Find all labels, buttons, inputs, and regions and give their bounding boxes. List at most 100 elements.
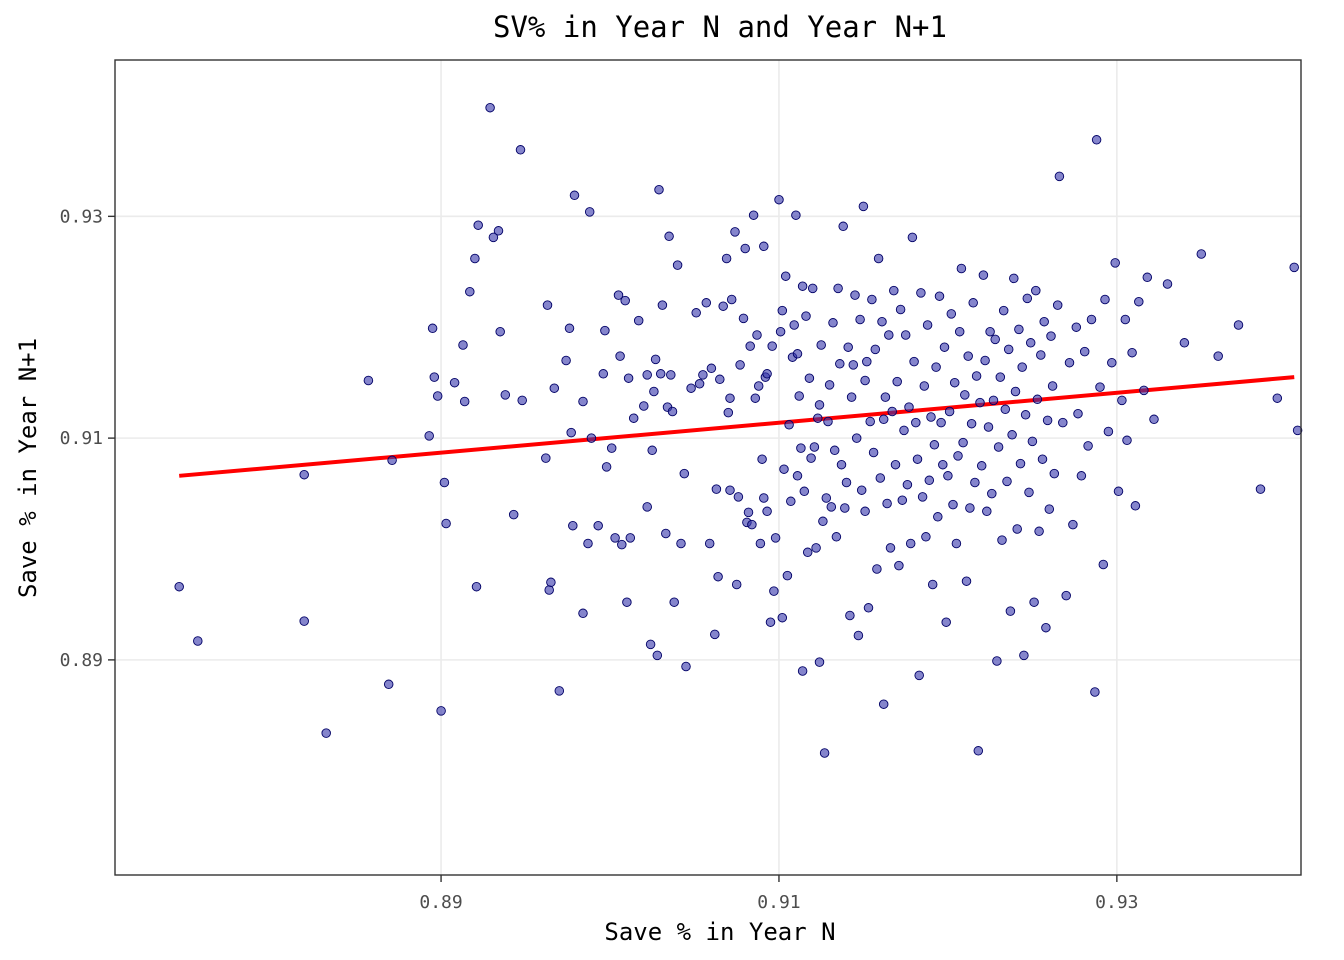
scatter-point <box>1120 314 1131 325</box>
scatter-point <box>691 308 701 318</box>
scatter-point <box>958 437 968 448</box>
scatter-point <box>799 486 810 497</box>
scatter-point <box>615 351 625 361</box>
scatter-point <box>860 506 870 517</box>
scatter-point <box>865 416 875 427</box>
scatter-point <box>985 326 995 337</box>
scatter-point <box>907 232 918 243</box>
scatter-point <box>485 102 495 113</box>
scatter-point <box>1113 486 1124 497</box>
scatter-point <box>436 706 446 716</box>
scatter-point <box>1162 279 1173 289</box>
scatter-point <box>1139 385 1149 396</box>
scatter-point <box>873 253 884 264</box>
scatter-point <box>681 661 691 672</box>
scatter-point <box>1017 362 1027 372</box>
scatter-point <box>645 639 656 650</box>
scatter-point <box>791 210 801 220</box>
scatter-point <box>1142 272 1153 283</box>
scatter-point <box>949 377 960 388</box>
scatter-point <box>299 616 309 626</box>
scatter-point <box>584 207 595 217</box>
scatter-point <box>814 657 825 667</box>
scatter-point <box>804 373 815 383</box>
scatter-point <box>845 610 855 621</box>
scatter-point <box>1292 425 1303 436</box>
scatter-point <box>1122 435 1132 446</box>
scatter-point <box>747 519 757 530</box>
scatter-point <box>806 453 816 463</box>
scatter-point <box>1213 351 1223 361</box>
scatter-point <box>1041 622 1051 633</box>
scatter-point <box>1014 324 1024 335</box>
scatter-point <box>1015 458 1026 469</box>
scatter-point <box>704 538 715 549</box>
scatter-point <box>954 326 965 337</box>
scatter-point <box>546 577 556 588</box>
scatter-point <box>943 471 953 481</box>
scatter-point <box>642 370 652 380</box>
scatter-point <box>897 495 908 505</box>
scatter-point <box>1024 487 1034 498</box>
scatter-point <box>669 597 679 607</box>
scatter-point <box>569 190 580 201</box>
scatter-point <box>731 579 742 590</box>
scatter-point <box>762 369 772 379</box>
scatter-point <box>694 379 705 389</box>
scatter-point <box>1079 346 1090 357</box>
scatter-point <box>855 314 865 325</box>
scatter-point <box>561 355 571 366</box>
scatter-point <box>755 538 766 549</box>
scatter-point <box>988 395 999 406</box>
scatter-point <box>889 285 899 296</box>
scatter-point <box>848 360 859 370</box>
scatter-point <box>961 576 972 586</box>
scatter-point <box>598 369 609 379</box>
scatter-point <box>960 390 970 400</box>
scatter-point <box>655 369 666 379</box>
scatter-point <box>944 406 955 417</box>
scatter-point <box>786 496 796 507</box>
x-axis-title: Save % in Year N <box>604 918 835 946</box>
scatter-point <box>583 538 593 549</box>
scatter-point <box>427 323 438 334</box>
scatter-point <box>853 630 864 641</box>
scatter-point <box>814 400 825 410</box>
scatter-point <box>807 283 818 294</box>
trend-line-group <box>179 375 1295 478</box>
scatter-point <box>924 475 935 486</box>
scatter-point <box>1020 410 1031 420</box>
scatter-point <box>868 447 879 458</box>
scatter-point <box>970 477 980 488</box>
scatter-point <box>1031 285 1041 296</box>
scatter-point <box>867 294 877 305</box>
scatter-point <box>777 305 788 316</box>
scatter-point <box>829 445 840 456</box>
scatter-point <box>792 349 803 359</box>
scatter-point <box>628 413 639 423</box>
trend-line <box>179 375 1295 478</box>
scatter-point <box>757 454 767 464</box>
scatter-point <box>779 464 789 474</box>
scatter-point <box>782 570 793 581</box>
scatter-point <box>679 468 690 479</box>
scatter-point <box>743 507 754 518</box>
scatter-point <box>912 454 923 464</box>
scatter-point <box>666 370 676 380</box>
scatter-point <box>299 469 309 480</box>
scatter-point <box>767 341 777 351</box>
scatter-point <box>458 340 468 350</box>
scatter-point <box>363 375 374 386</box>
scatter-point <box>1110 258 1120 268</box>
scatter-point <box>1083 441 1093 451</box>
scatter-point <box>622 597 632 607</box>
scatter-point <box>835 359 845 369</box>
scatter-point <box>856 485 867 495</box>
scatter-point <box>982 506 992 517</box>
scatter-point <box>752 330 762 340</box>
scatter-point <box>1002 476 1012 487</box>
scatter-point <box>471 581 482 592</box>
scatter-point <box>926 412 936 422</box>
scatter-point <box>905 538 916 549</box>
scatter-point <box>971 371 982 381</box>
